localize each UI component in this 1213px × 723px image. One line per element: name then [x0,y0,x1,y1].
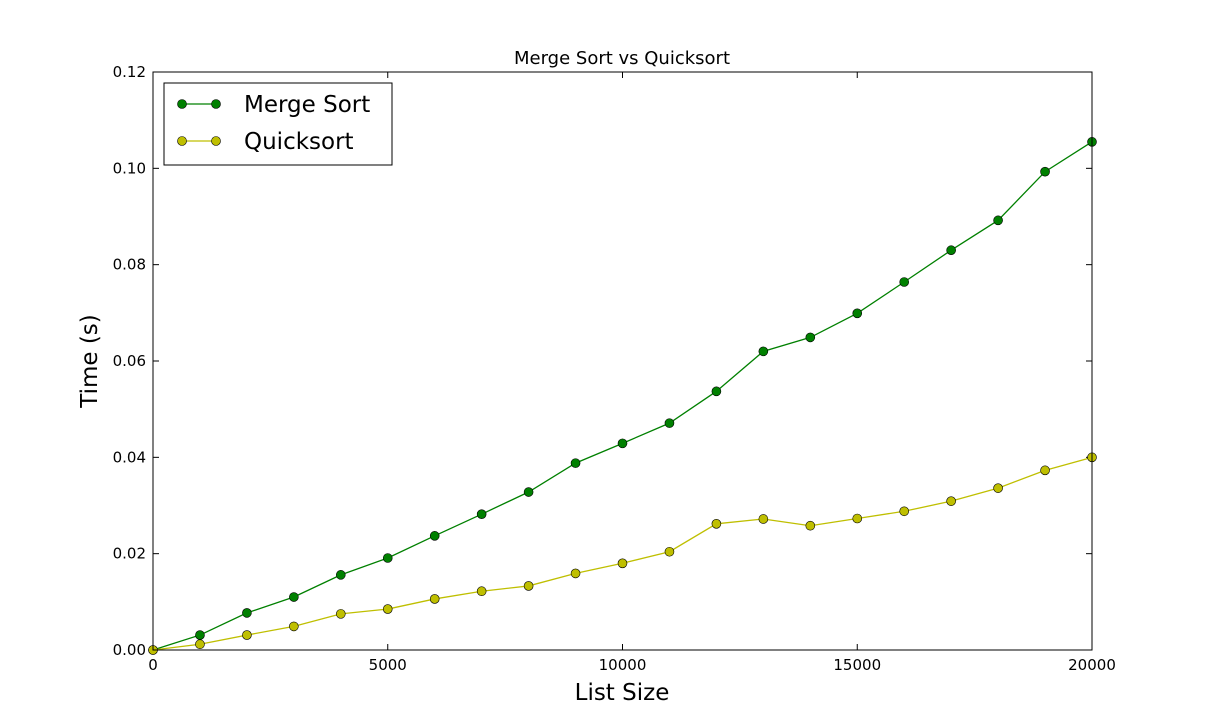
series-1 [148,452,1097,655]
data-point [570,458,581,468]
data-point [993,483,1003,493]
legend-marker [177,99,187,109]
data-point [617,438,628,449]
data-point [335,609,346,619]
data-point [476,586,487,597]
y-tick-label: 0.06 [113,352,146,370]
y-tick-label: 0.08 [113,256,146,274]
data-point [711,386,722,397]
legend-box [163,82,393,166]
data-point [758,514,769,524]
data-point [570,568,581,579]
x-tick-label: 15000 [833,656,881,674]
data-point [946,245,956,256]
data-point [899,277,910,287]
data-point [289,592,299,602]
data-point [758,346,769,357]
y-tick-label: 0.12 [113,63,146,81]
data-point [805,332,816,343]
data-point [899,506,910,517]
data-point [429,594,440,604]
plot-frame [152,71,1093,651]
series-0 [148,137,1097,655]
data-point [476,509,487,519]
x-tick-label: 5000 [369,656,407,674]
data-point [382,553,393,563]
data-point [664,546,675,557]
series-layer [148,137,1097,655]
chart-title: Merge Sort vs Quicksort [514,48,730,69]
data-point [805,520,816,531]
data-point [664,418,675,428]
y-tick-label: 0.00 [113,641,146,659]
data-point [382,604,393,614]
data-point [993,215,1003,226]
data-point [289,621,299,632]
data-point [195,639,205,650]
data-point [523,487,534,497]
data-point [429,531,440,541]
data-point [617,558,628,569]
data-point [523,581,534,591]
axis-ticks: 0 5000 10000 15000 20000 0.00 0.02 0.04 0.06 0.08… [113,63,1116,674]
data-point [711,519,722,529]
legend-label: Quicksort [244,129,354,155]
x-axis-label: List Size [575,680,670,706]
y-axis-label: Time (s) [77,314,103,409]
data-point [1040,465,1050,476]
legend-marker [177,136,187,146]
data-point [852,513,863,524]
legend-label: Merge Sort [244,92,370,118]
x-tick-label: 10000 [599,656,647,674]
data-point [852,308,863,319]
data-point [946,496,956,506]
legend-marker [211,99,221,109]
y-tick-label: 0.02 [113,545,146,563]
x-tick-label: 20000 [1068,656,1116,674]
data-point [335,570,346,580]
y-tick-label: 0.04 [113,448,146,466]
series-line [152,456,1093,651]
x-tick-label: 0 [148,656,158,674]
y-tick-label: 0.10 [113,159,146,177]
data-point [195,630,205,640]
series-line [152,141,1093,651]
legend-marker [211,136,221,146]
legend: Merge Sort Quicksort [163,82,393,166]
data-point [1040,166,1050,177]
data-point [242,630,252,640]
data-point [242,608,252,618]
